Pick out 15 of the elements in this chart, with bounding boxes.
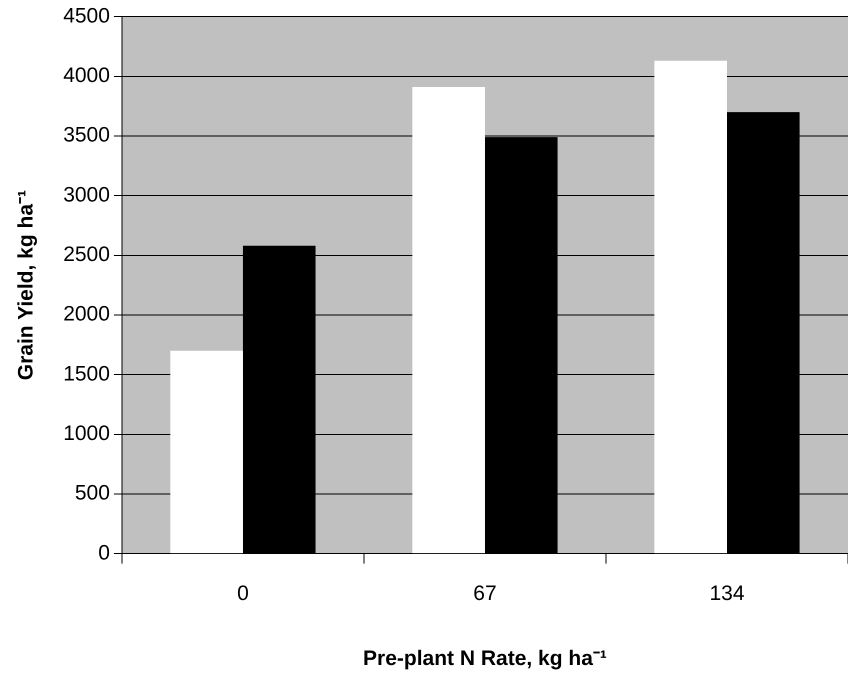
x-tick-label: 67 bbox=[473, 582, 497, 605]
y-tick-label: 4000 bbox=[63, 64, 110, 88]
x-tick-label: 0 bbox=[237, 582, 249, 605]
y-tick-label: 1000 bbox=[63, 422, 110, 446]
y-tick-label: 500 bbox=[74, 482, 110, 505]
y-tick-label: 0 bbox=[98, 541, 110, 564]
y-tick-label: 1500 bbox=[63, 362, 110, 386]
y-axis-title: Grain Yield, kg ha⁻¹ bbox=[14, 190, 38, 380]
x-axis-title: Pre-plant N Rate, kg ha⁻¹ bbox=[363, 647, 607, 670]
y-tick-label: 3000 bbox=[63, 183, 110, 206]
y-tick-label: 2000 bbox=[63, 302, 110, 326]
y-tick-label: 2500 bbox=[63, 243, 110, 266]
y-tick-label: 3500 bbox=[63, 124, 110, 147]
x-tick-label: 134 bbox=[709, 582, 745, 605]
y-tick-label: 4500 bbox=[63, 4, 110, 28]
